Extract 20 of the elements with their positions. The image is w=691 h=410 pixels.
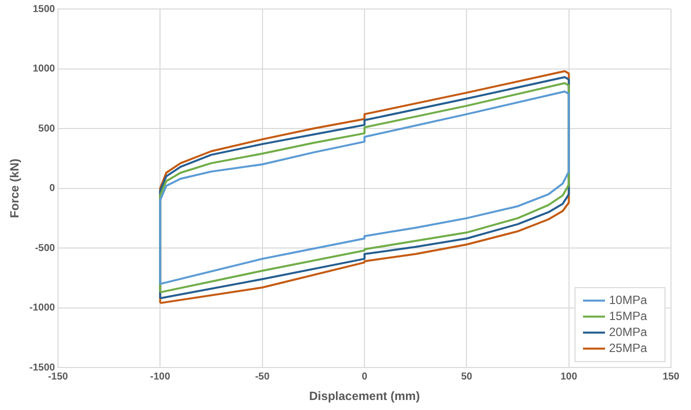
x-tick-label: 100 bbox=[560, 371, 578, 382]
y-tick-label: 500 bbox=[38, 123, 56, 134]
x-tick-label: 150 bbox=[662, 371, 680, 382]
y-tick-label: -1000 bbox=[29, 302, 56, 314]
y-tick-label: 1000 bbox=[32, 64, 56, 75]
legend-label: 20MPa bbox=[609, 324, 648, 339]
y-tick-label: -500 bbox=[34, 242, 56, 254]
x-axis-title: Displacement (mm) bbox=[309, 389, 420, 404]
y-axis-title: Force (kN) bbox=[8, 158, 22, 218]
x-tick-label: -50 bbox=[255, 371, 270, 382]
y-tick-label: 0 bbox=[49, 183, 56, 194]
x-tick-label: -150 bbox=[48, 371, 68, 382]
y-tick-label: -1500 bbox=[29, 362, 56, 374]
legend-label: 10MPa bbox=[609, 292, 648, 307]
x-tick-label: 0 bbox=[362, 371, 368, 382]
x-tick-label: -100 bbox=[150, 371, 171, 382]
y-tick-label: 1500 bbox=[32, 4, 56, 15]
legend-label: 15MPa bbox=[609, 308, 648, 323]
legend-label: 25MPa bbox=[609, 340, 648, 355]
x-tick-label: 50 bbox=[461, 371, 473, 382]
